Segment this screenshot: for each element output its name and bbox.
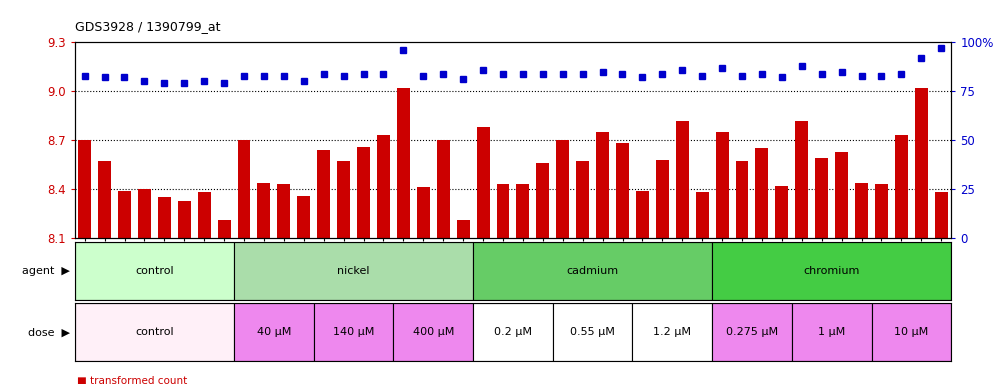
Bar [712,242,951,300]
Text: agent  ▶: agent ▶ [22,266,70,276]
Bar [795,121,808,238]
Bar [234,242,473,300]
Text: 0.2 μM: 0.2 μM [494,327,532,337]
Text: 10 μM: 10 μM [894,327,928,337]
Text: dose  ▶: dose ▶ [28,327,70,337]
Bar [396,88,409,238]
Bar [556,140,569,238]
Bar [872,303,951,361]
Bar [75,242,234,300]
Bar [715,132,729,238]
Text: 0.55 μM: 0.55 μM [570,327,616,337]
Bar [516,184,529,238]
Bar [473,303,553,361]
Bar [596,132,609,238]
Bar [237,140,250,238]
Bar [655,160,668,238]
Bar [855,183,868,238]
Bar [78,140,91,238]
Text: 140 μM: 140 μM [333,327,374,337]
Text: 1.2 μM: 1.2 μM [653,327,691,337]
Bar [712,303,792,361]
Bar [393,303,473,361]
Bar [635,191,648,238]
Text: 400 μM: 400 μM [412,327,454,337]
Bar [376,135,389,238]
Text: 40 μM: 40 μM [257,327,291,337]
Text: chromium: chromium [804,266,860,276]
Bar [675,121,688,238]
Bar [157,197,171,238]
Bar [815,158,828,238]
Bar [357,147,371,238]
Bar [576,161,589,238]
Bar [496,184,509,238]
Bar [473,242,712,300]
Bar [257,183,270,238]
Bar [476,127,489,238]
Text: 1 μM: 1 μM [818,327,846,337]
Bar [314,303,393,361]
Bar [695,192,708,238]
Text: 0.275 μM: 0.275 μM [726,327,778,337]
Text: control: control [135,327,173,337]
Bar [792,303,872,361]
Bar [317,150,330,238]
Bar [934,192,947,238]
Bar [914,88,927,238]
Bar [297,196,310,238]
Text: control: control [135,266,173,276]
Bar [436,140,449,238]
Bar [98,161,111,238]
Bar [217,220,230,238]
Text: nickel: nickel [338,266,370,276]
Text: cadmium: cadmium [567,266,619,276]
Bar [553,303,632,361]
Bar [632,303,712,361]
Bar [835,152,848,238]
Bar [177,200,191,238]
Bar [137,189,151,238]
Text: ■ transformed count: ■ transformed count [77,376,187,384]
Bar [874,184,887,238]
Bar [197,192,210,238]
Text: GDS3928 / 1390799_at: GDS3928 / 1390799_at [75,20,220,33]
Bar [616,144,628,238]
Bar [277,184,290,238]
Bar [755,148,768,238]
Bar [416,187,429,238]
Bar [75,303,234,361]
Bar [234,303,314,361]
Bar [456,220,469,238]
Bar [735,161,748,238]
Bar [337,161,350,238]
Bar [775,186,788,238]
Bar [894,135,907,238]
Bar [118,191,130,238]
Bar [536,163,549,238]
